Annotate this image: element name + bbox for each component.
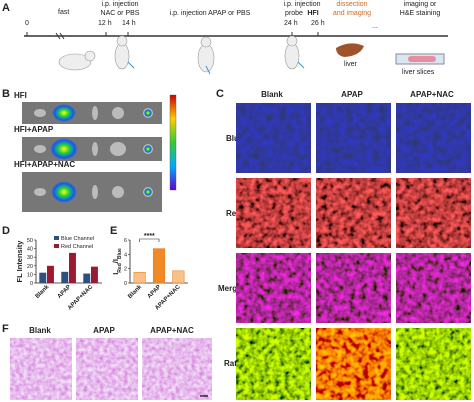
x-tick-label: Blank (127, 284, 143, 300)
bar (39, 272, 47, 283)
bar (61, 271, 69, 283)
step-label: i.p. injection (102, 1, 139, 8)
ivis-images: HFI HFI+APAP HFI+APAP+NAC (14, 91, 177, 212)
row-label: Blue (226, 134, 244, 143)
column-label: Blank (29, 326, 51, 335)
step-label: and imaging (333, 10, 371, 17)
y-axis-label: IRed/IBlue (111, 248, 123, 275)
step-label: HFI (307, 10, 318, 17)
bar (152, 248, 166, 284)
y-axis-label: FL Intensity (15, 240, 24, 283)
bar (91, 266, 98, 283)
panel-label: E (110, 225, 117, 237)
legend-swatch (54, 236, 59, 240)
y-tick-label: 50 (27, 238, 33, 244)
step-label: dissection (336, 1, 367, 8)
legend-label: Red Channel (61, 244, 93, 250)
y-axis-label-part: /I (111, 259, 120, 263)
legend-swatch (54, 244, 59, 248)
ellipsis: ... (372, 23, 378, 30)
bar (172, 270, 185, 284)
panel-label: D (2, 225, 10, 237)
x-tick-label: APAP (147, 284, 163, 300)
y-tick-label: 0 (124, 281, 127, 287)
y-tick-label: 0 (30, 281, 33, 287)
bar (47, 265, 54, 283)
column-label: APAP+NAC (410, 90, 454, 99)
y-axis-label-part: I (111, 273, 120, 275)
step-label: i.p. injection APAP or PBS (170, 10, 251, 17)
column-label: APAP (93, 326, 115, 335)
column-label: Blank (261, 90, 283, 99)
time-tick: 26 h (311, 20, 325, 27)
x-tick-label: Blank (35, 284, 51, 300)
bar (133, 272, 146, 284)
bar (83, 273, 91, 283)
y-tick-label: 6 (124, 238, 127, 244)
timeline: 0 12 h 14 h 24 h 26 h fast i.p. injectio… (24, 1, 448, 76)
row-label: Ratio (224, 359, 244, 368)
legend-label: Blue Channel (61, 236, 94, 242)
step-label: fast (58, 9, 69, 16)
row-label: HFI (14, 91, 27, 100)
y-tick-label: 20 (27, 264, 33, 270)
row-label: Merged (218, 284, 247, 293)
y-axis-label-part: Blue (117, 248, 123, 259)
step-label: i.p. injection (284, 1, 321, 8)
time-tick: 12 h (98, 20, 112, 27)
row-label: HFI+APAP (14, 125, 54, 134)
step-label: probe (285, 10, 303, 17)
y-tick-label: 4 (124, 252, 127, 258)
y-tick-label: 40 (27, 247, 33, 253)
step-label: H&E staining (400, 10, 441, 17)
column-label: APAP (341, 90, 363, 99)
column-label: APAP+NAC (150, 326, 194, 335)
row-label: HFI+APAP+NAC (14, 160, 75, 169)
y-axis-label-part: Red (117, 263, 123, 272)
step-label: imaging or (404, 1, 437, 8)
panel-label: A (2, 2, 10, 14)
time-tick: 14 h (122, 20, 136, 27)
significance: **** (144, 233, 155, 240)
panel-label: F (2, 323, 9, 335)
y-tick-label: 10 (27, 272, 33, 278)
x-tick-label: APAP (57, 284, 73, 300)
time-tick: 0 (25, 20, 29, 27)
liver-label: liver (344, 61, 358, 68)
y-tick-label: 2 (124, 267, 127, 273)
bar (69, 252, 76, 283)
step-label: NAC or PBS (101, 10, 140, 17)
slices-label: liver slices (402, 69, 435, 76)
row-label: Red (226, 209, 241, 218)
time-tick: 24 h (284, 20, 298, 27)
panel-label: C (216, 88, 224, 100)
panel-label: B (2, 88, 10, 100)
he-images: Blank APAP APAP+NAC (10, 326, 212, 400)
significance-bracket (139, 238, 160, 242)
y-tick-label: 30 (27, 255, 33, 261)
confocal-grid: Blank APAP APAP+NAC Blue Red Merged Rati… (218, 90, 471, 400)
